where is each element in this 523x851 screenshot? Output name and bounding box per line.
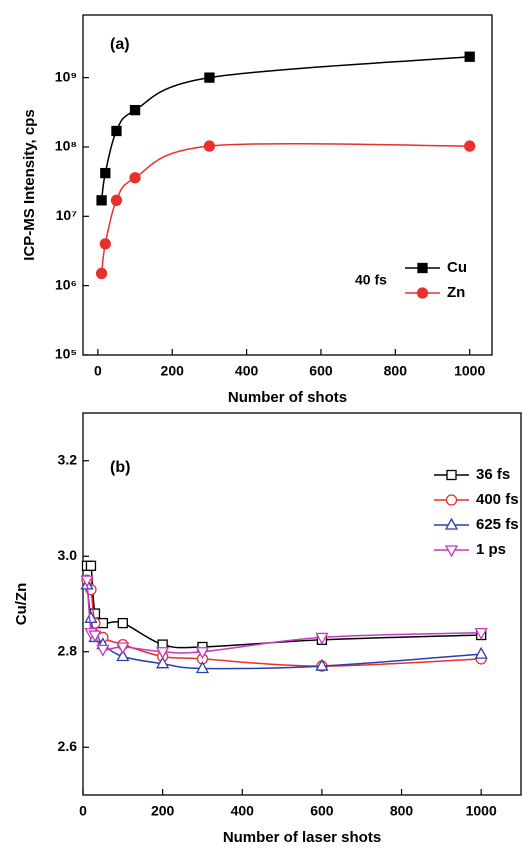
annotation: (a) xyxy=(110,36,130,53)
x-tick-label: 200 xyxy=(151,803,175,819)
y-axis-label: Cu/Zn xyxy=(13,583,30,626)
y-tick-label: 2.8 xyxy=(58,642,78,658)
marker xyxy=(129,172,141,184)
x-tick-label: 0 xyxy=(94,363,102,379)
marker xyxy=(315,658,329,671)
y-tick-label: 10⁷ xyxy=(56,207,78,223)
annotation: 40 fs xyxy=(355,272,387,288)
x-tick-label: 800 xyxy=(384,363,408,379)
marker xyxy=(315,632,329,645)
marker xyxy=(464,51,475,62)
marker xyxy=(203,140,216,152)
plot-frame xyxy=(82,14,493,356)
series-line xyxy=(100,56,470,201)
legend-label: Zn xyxy=(447,284,465,301)
marker xyxy=(464,140,476,152)
marker xyxy=(110,194,123,206)
marker xyxy=(111,125,122,137)
legend-marker xyxy=(445,494,458,506)
series-line xyxy=(86,561,482,649)
marker xyxy=(85,560,97,571)
marker xyxy=(195,647,210,660)
series-line xyxy=(86,579,482,667)
legend-label: 400 fs xyxy=(476,491,519,508)
x-axis-label: Number of laser shots xyxy=(223,829,381,846)
legend-marker xyxy=(444,517,459,530)
marker xyxy=(96,644,110,657)
marker xyxy=(100,167,111,179)
y-tick-label: 2.6 xyxy=(58,738,78,754)
legend-marker xyxy=(444,545,459,558)
x-tick-label: 600 xyxy=(309,363,333,379)
plot-frame xyxy=(82,412,522,796)
legend-marker xyxy=(446,469,457,481)
legend-marker xyxy=(416,287,429,299)
annotation: (b) xyxy=(110,459,130,476)
marker xyxy=(99,238,111,250)
series-line xyxy=(86,584,482,670)
marker xyxy=(156,647,170,660)
y-tick-label: 10⁵ xyxy=(55,346,77,362)
y-tick-label: 3.2 xyxy=(58,451,78,467)
legend-marker xyxy=(417,262,428,274)
marker xyxy=(96,195,107,206)
legend-label: 625 fs xyxy=(476,516,519,533)
marker xyxy=(129,104,141,116)
marker xyxy=(204,72,215,83)
marker xyxy=(84,610,98,623)
x-tick-label: 200 xyxy=(161,363,185,379)
marker xyxy=(474,628,488,640)
y-tick-label: 3.0 xyxy=(58,547,78,563)
series-line xyxy=(100,142,470,274)
marker xyxy=(156,656,170,669)
y-tick-label: 10⁶ xyxy=(55,276,77,292)
legend-label: 36 fs xyxy=(476,466,510,483)
marker xyxy=(116,642,130,655)
legend-label: Cu xyxy=(447,259,467,276)
x-tick-label: 400 xyxy=(231,803,255,819)
x-axis-label: Number of shots xyxy=(228,389,347,406)
marker xyxy=(88,630,102,643)
x-tick-label: 400 xyxy=(235,363,259,379)
x-tick-label: 800 xyxy=(390,803,414,819)
x-tick-label: 1000 xyxy=(454,363,485,379)
marker xyxy=(117,617,128,629)
marker xyxy=(195,661,210,674)
x-tick-label: 0 xyxy=(79,803,87,819)
x-tick-label: 600 xyxy=(310,803,334,819)
legend-label: 1 ps xyxy=(476,541,506,558)
marker xyxy=(95,267,108,280)
x-tick-label: 1000 xyxy=(466,803,497,819)
marker xyxy=(474,646,488,659)
marker xyxy=(116,649,130,662)
marker xyxy=(80,575,94,588)
y-tick-label: 10⁹ xyxy=(55,68,77,84)
y-axis-label: ICP-MS Intensity, cps xyxy=(21,109,38,260)
y-tick-label: 10⁸ xyxy=(55,138,77,154)
